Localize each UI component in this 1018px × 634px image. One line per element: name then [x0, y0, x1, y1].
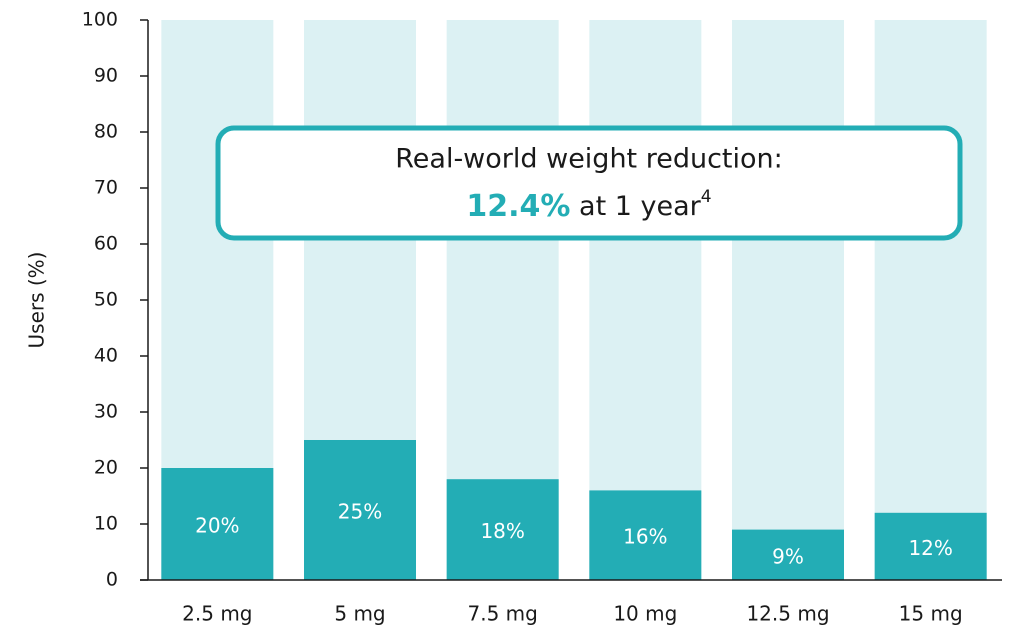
bar-track [732, 20, 844, 580]
annotation-box [215, 125, 963, 241]
y-tick-label: 80 [94, 121, 118, 143]
bar [589, 490, 702, 580]
x-tick-label: 12.5 mg [746, 602, 829, 626]
annotation-line1: Real-world weight reduction: [395, 144, 783, 175]
y-tick-label: 50 [94, 289, 118, 311]
x-tick-label: 5 mg [334, 602, 385, 626]
annotation-line2: 12.4% at 1 year4 [466, 187, 711, 224]
value-label: 18% [480, 519, 524, 543]
x-tick-label: 15 mg [899, 602, 963, 626]
x-tick-label: 2.5 mg [182, 602, 252, 626]
y-tick-label: 10 [94, 513, 118, 535]
value-label: 12% [908, 536, 952, 560]
x-tick-label: 10 mg [613, 602, 677, 626]
x-tick-label: 7.5 mg [467, 602, 537, 626]
value-label: 9% [772, 544, 804, 568]
bar [732, 529, 844, 580]
bar-track [874, 20, 987, 580]
bar [446, 479, 559, 580]
y-tick-label: 30 [94, 401, 118, 423]
y-tick-label: 90 [94, 65, 118, 87]
y-axis-label: Users (%) [25, 252, 49, 349]
y-tick-label: 60 [94, 233, 118, 255]
y-tick-label: 40 [94, 345, 118, 367]
annotation-rest: at 1 year [570, 191, 701, 222]
value-label: 25% [338, 500, 382, 524]
plot: 20% 2.5 mg 25% 5 mg 18% 7.5 mg 16% 10 mg 9% 12.5 … [82, 9, 1002, 626]
bar [874, 512, 987, 580]
value-label: 16% [623, 525, 667, 549]
annotation-superscript: 4 [701, 187, 712, 207]
value-label: 20% [195, 514, 239, 538]
y-tick-label: 100 [82, 9, 118, 31]
bar [161, 468, 274, 580]
y-tick-label: 0 [106, 569, 118, 591]
y-tick-label: 70 [94, 177, 118, 199]
bar [304, 440, 416, 580]
annotation-highlight: 12.4% [466, 189, 570, 224]
bar-track [589, 20, 702, 580]
y-tick-label: 20 [94, 457, 118, 479]
